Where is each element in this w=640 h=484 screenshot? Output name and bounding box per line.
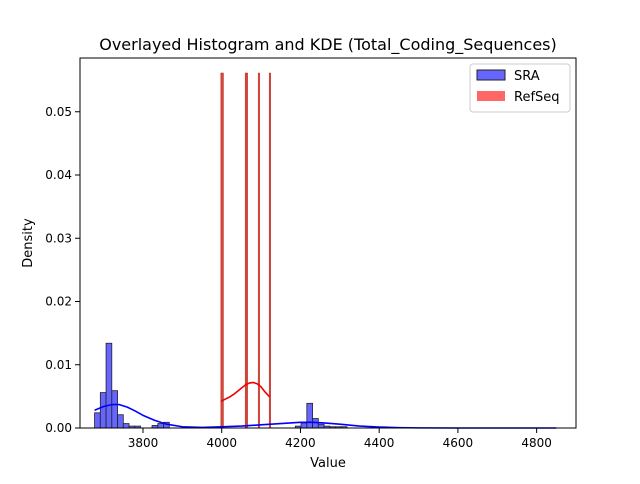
y-tick-label: 0.02 bbox=[45, 295, 72, 309]
y-tick-label: 0.05 bbox=[45, 105, 72, 119]
legend-swatch-sra bbox=[476, 69, 506, 81]
legend-label-sra: SRA bbox=[514, 69, 540, 84]
y-tick-label: 0.04 bbox=[45, 168, 72, 182]
sra-histogram-bar bbox=[317, 423, 325, 429]
legend: SRA RefSeq bbox=[469, 63, 571, 113]
y-axis-ticks: 0.00 0.01 0.02 0.03 0.04 0.05 bbox=[45, 105, 80, 435]
sra-histogram-bar bbox=[105, 342, 113, 429]
sra-histogram-bar bbox=[122, 423, 130, 429]
x-tick-label: 4600 bbox=[443, 436, 474, 450]
refseq-histogram-bar bbox=[221, 72, 224, 429]
refseq-histogram-bar bbox=[245, 72, 248, 429]
x-tick-label: 4800 bbox=[521, 436, 552, 450]
sra-histogram-bar bbox=[300, 422, 308, 429]
y-tick-label: 0.01 bbox=[45, 358, 72, 372]
x-tick-label: 4200 bbox=[285, 436, 316, 450]
y-tick-label: 0.03 bbox=[45, 231, 72, 245]
chart-title: Overlayed Histogram and KDE (Total_Codin… bbox=[99, 35, 557, 55]
x-tick-label: 4000 bbox=[206, 436, 237, 450]
refseq-kde-curve bbox=[220, 381, 271, 403]
refseq-histogram-bar bbox=[257, 72, 260, 429]
y-axis-label: Density bbox=[21, 218, 36, 268]
sra-histogram-bar bbox=[111, 390, 118, 429]
x-axis-label: Value bbox=[310, 456, 346, 471]
sra-histogram-bar bbox=[99, 392, 107, 429]
x-tick-label: 3800 bbox=[128, 436, 159, 450]
axes-frame bbox=[79, 57, 577, 429]
refseq-histogram-bar bbox=[268, 72, 271, 429]
sra-histogram-bar bbox=[157, 423, 164, 429]
x-axis-ticks: 3800 4000 4200 4400 4600 4800 bbox=[128, 428, 552, 450]
sra-histogram-bar bbox=[94, 412, 101, 429]
sra-histogram-bar bbox=[306, 402, 313, 429]
y-tick-label: 0.00 bbox=[45, 421, 72, 435]
legend-label-refseq: RefSeq bbox=[514, 90, 560, 105]
legend-swatch-refseq bbox=[477, 91, 505, 101]
x-tick-label: 4400 bbox=[364, 436, 395, 450]
sra-histogram-bar bbox=[117, 414, 124, 429]
